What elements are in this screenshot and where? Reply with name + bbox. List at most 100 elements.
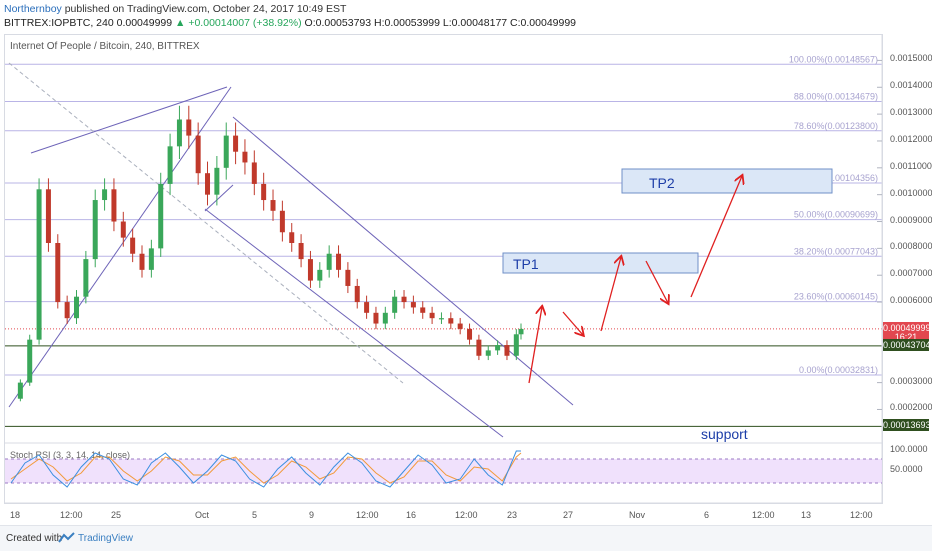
candle-body <box>373 312 379 324</box>
candle-body <box>120 221 126 238</box>
candle-body <box>261 183 267 201</box>
price-change: ▲ +0.00014007 (+38.92%) <box>175 17 302 29</box>
rsi-d-line <box>10 452 522 484</box>
projection-arrow <box>645 260 668 303</box>
projection-arrow <box>600 257 621 332</box>
candle-body <box>279 210 285 233</box>
candle-body <box>17 382 23 399</box>
fib-label: 88.00%(0.00134679) <box>794 92 878 102</box>
candle-body <box>317 269 323 281</box>
candle-body <box>467 328 473 340</box>
symbol-label: BITTREX:IOPBTC, 240 <box>4 17 114 29</box>
ohlc-values: O:0.00053793 H:0.00053999 L:0.00048177 C… <box>304 17 577 29</box>
last-price: 0.00049999 <box>116 17 173 29</box>
candle-body <box>45 189 51 243</box>
x-tick-label: 9 <box>309 510 315 520</box>
fib-levels: 100.00%(0.00148567) 88.00%(0.00134679) 78.… <box>5 54 882 376</box>
tp2-label: TP2 <box>649 175 675 191</box>
x-tick-label: Oct <box>195 510 210 520</box>
candle-body <box>289 232 295 243</box>
candle-body <box>83 259 89 297</box>
fib-label: 0.00%(0.00032831) <box>799 365 878 375</box>
candle-body <box>513 334 519 356</box>
tradingview-brand-link[interactable]: TradingView <box>78 533 134 544</box>
candle-body <box>345 269 351 286</box>
candle-body <box>429 312 435 319</box>
candle-body <box>476 339 482 356</box>
candle-body <box>438 318 444 320</box>
candle-body <box>223 135 229 168</box>
candle-body <box>410 302 416 308</box>
candle-body <box>167 146 173 184</box>
candle-body <box>298 243 304 260</box>
rsi-tick-label: 100.0000 <box>890 444 928 454</box>
candle-body <box>158 183 164 249</box>
candle-body <box>92 200 98 260</box>
candle-body <box>485 350 491 356</box>
rsi-label: Stoch RSI (3, 3, 14, 14, close) <box>10 450 130 460</box>
fib-label: 61.80%(0.00104356) <box>794 173 878 183</box>
x-tick-label: 13 <box>801 510 812 520</box>
tradingview-logo-icon <box>58 532 75 543</box>
candle-body <box>307 259 313 281</box>
fib-label: 78.60%(0.00123800) <box>794 121 878 131</box>
candle-body <box>176 119 182 147</box>
x-tick-label: 16 <box>406 510 417 520</box>
publish-line: Northernboy published on TradingView.com… <box>4 3 346 15</box>
target-zones: TP1 TP2 support <box>502 168 833 442</box>
x-tick-label: 12:00 <box>752 510 775 520</box>
candle-body <box>382 312 388 324</box>
fib-label: 100.00%(0.00148567) <box>789 54 878 64</box>
candle-body <box>448 318 454 324</box>
trendline <box>8 62 404 384</box>
candle-body <box>205 173 211 195</box>
chart-canvas[interactable]: Internet Of People / Bitcoin, 240, BITTR… <box>5 35 882 503</box>
candle-body <box>195 135 201 174</box>
candle-body <box>457 323 463 329</box>
price-series <box>17 105 524 402</box>
price-level-lines <box>5 328 882 427</box>
x-tick-label: Nov <box>629 510 646 520</box>
tp2-zone <box>621 168 833 194</box>
created-with-text: Created with <box>6 533 63 544</box>
trendline <box>204 184 234 212</box>
chart-frame[interactable]: Internet Of People / Bitcoin, 240, BITTR… <box>4 34 883 504</box>
candle-body <box>364 302 370 313</box>
price-axis[interactable] <box>877 35 882 503</box>
candle-body <box>392 296 398 313</box>
candle-body <box>495 345 501 351</box>
candle-body <box>214 167 220 195</box>
tp1-label: TP1 <box>513 256 539 272</box>
candle-body <box>242 151 248 163</box>
trendline <box>8 86 232 408</box>
rsi-k-line <box>10 450 521 488</box>
candle-body <box>401 296 407 303</box>
stoch-rsi-pane: Stoch RSI (3, 3, 14, 14, close) <box>5 442 882 488</box>
candle-body <box>504 345 510 356</box>
candle-body <box>518 328 524 335</box>
projection-arrows <box>528 176 742 384</box>
projection-arrow <box>562 311 583 335</box>
candle-body <box>111 189 117 222</box>
candle-body <box>336 253 342 270</box>
author-link[interactable]: Northernboy <box>4 3 62 15</box>
chart-title: Internet Of People / Bitcoin, 240, BITTR… <box>10 41 200 52</box>
price-badge: 0.00013693 <box>883 419 931 432</box>
x-tick-label: 5 <box>252 510 258 520</box>
candle-body <box>36 189 42 340</box>
candle-body <box>102 189 108 201</box>
candle-body <box>326 253 332 270</box>
candle-body <box>130 237 136 254</box>
support-label: support <box>701 426 748 442</box>
x-tick-label: 18 <box>10 510 21 520</box>
candle-body <box>55 243 61 303</box>
